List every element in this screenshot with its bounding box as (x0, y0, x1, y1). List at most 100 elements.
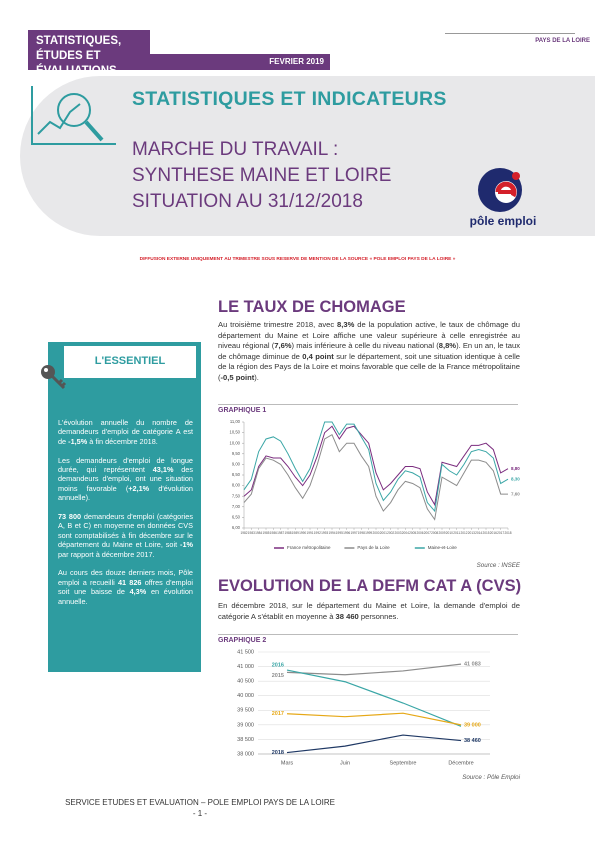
title: MARCHE DU TRAVAIL : SYNTHESE MAINE ET LO… (132, 137, 391, 215)
series-line: STATISTIQUES, (36, 35, 122, 47)
value-label: 8,30 (511, 476, 520, 481)
text: L'évolution annuelle du nombre de demand… (58, 418, 193, 446)
section-text: En décembre 2018, sur le département du … (218, 601, 520, 622)
series-line: ÉTUDES ET ÉVALUATIONS (36, 50, 117, 77)
x-tick-label: Juin (340, 760, 350, 766)
region: PAYS DE LA LOIRE (535, 38, 590, 44)
paragraph: L'évolution annuelle du nombre de demand… (58, 418, 193, 446)
y-tick-label: 11,00 (230, 419, 241, 424)
legend-label: Maine-et-Loire (428, 545, 458, 550)
x-tick-label: 1983 (248, 531, 255, 535)
text: Au troisième trimestre 2018, avec (218, 320, 338, 329)
x-tick-label: Décembre (448, 760, 473, 766)
y-tick-label: 39 500 (237, 708, 254, 714)
bold-text: 7,6% (274, 341, 292, 350)
bold-text: +2,1% (128, 483, 150, 493)
bold-text: 73 800 (58, 512, 82, 522)
series-line (243, 421, 509, 513)
series-line (286, 663, 462, 676)
bold-text: 8,3% (337, 320, 355, 329)
y-tick-label: 10,50 (230, 430, 241, 435)
chart-label: GRAPHIQUE 1 (218, 404, 518, 414)
x-tick-label: 1986 (270, 531, 277, 535)
x-tick-label: 1982 (240, 531, 247, 535)
text: des demandeurs d'emploi, ont une situati… (58, 465, 193, 493)
value-label: 8,80 (511, 466, 520, 471)
y-tick-label: 38 000 (237, 751, 254, 757)
y-tick-label: 6,00 (232, 525, 241, 530)
page-number: - 1 - (192, 809, 208, 818)
text: à fin décembre 2018. (87, 436, 158, 446)
value-label: 38 460 (464, 738, 481, 744)
x-tick-label: 2015 (482, 531, 489, 535)
bold-text: 4,3% (129, 587, 147, 597)
bold-text: -0,5 point (220, 372, 255, 382)
x-tick-label: 2007 (424, 531, 431, 535)
title-line: SYNTHESE MAINE ET LOIRE (132, 165, 392, 186)
text: par rapport à décembre 2017. (58, 549, 155, 559)
date: FEVRIER 2019 (150, 54, 330, 70)
x-tick-label: 2008 (431, 531, 438, 535)
rubric: STATISTIQUES ET INDICATEURS (132, 88, 447, 110)
x-tick-label: 2018 (504, 531, 511, 535)
bold-text: 0,4 point (302, 351, 334, 361)
chart: 6,00 6,50 7,00 7,50 8,00 8,50 9,00 9,50 10,00 10,… (230, 419, 521, 550)
source: Source : Pôle Emploi (462, 774, 520, 781)
y-tick-label: 8,50 (232, 472, 241, 477)
legend-label: 2016 (272, 663, 284, 669)
key-icon (41, 365, 67, 390)
x-tick-label: 1992 (314, 531, 321, 535)
sidebar-title-box (64, 346, 196, 378)
x-tick-label: 1995 (336, 531, 343, 535)
sidebar-title: L'ESSENTIEL (94, 355, 166, 367)
bold-text: 38 460 (335, 611, 359, 621)
text: sur le département, soit une situation i… (218, 351, 520, 382)
series-line (286, 669, 462, 727)
section-text: Au troisième trimestre 2018, avec 8,3% d… (218, 320, 520, 383)
title-line: SITUATION AU 31/12/2018 (132, 191, 363, 212)
paragraph: Les demandeurs d'emploi de longue durée,… (58, 456, 193, 503)
x-tick-label: 2014 (475, 531, 482, 535)
x-tick-label: 2003 (394, 531, 401, 535)
series-line (243, 425, 509, 507)
x-tick-label: 1991 (306, 531, 313, 535)
y-tick-label: 7,50 (232, 493, 241, 498)
text: Au cours des douze derniers mois, Pôle e… (58, 568, 193, 587)
x-tick-label: 2006 (416, 531, 423, 535)
footer: SERVICE ETUDES ET EVALUATION – POLE EMPL… (65, 798, 335, 807)
x-tick-label: 1985 (262, 531, 269, 535)
sidebar (48, 342, 201, 672)
series-line (286, 734, 462, 754)
series-box: STATISTIQUES, ÉTUDES ET ÉVALUATIONS (28, 30, 150, 77)
x-tick-label: 1994 (328, 531, 335, 535)
series-line (243, 434, 508, 521)
y-tick-label: 38 500 (237, 737, 254, 743)
y-tick-label: 9,00 (232, 462, 241, 467)
text: en évolution annuelle. (58, 587, 193, 606)
x-tick-label: 2016 (490, 531, 497, 535)
x-tick-label: 2011 (453, 531, 460, 535)
y-tick-label: 10,00 (230, 440, 241, 445)
x-tick-label: 2010 (446, 531, 453, 535)
x-tick-label: 1989 (292, 531, 299, 535)
x-tick-label: 2009 (438, 531, 445, 535)
logo-mark (478, 168, 522, 212)
bold-text: 43,1% (152, 465, 174, 475)
x-tick-label: 1998 (358, 531, 365, 535)
legend-label: 2017 (272, 711, 284, 717)
bold-text: 8,8% (438, 341, 457, 350)
value-label: 7,60 (511, 491, 520, 496)
text: ). (254, 372, 259, 382)
text: personnes. (358, 611, 399, 621)
x-tick-label: 2000 (372, 531, 379, 535)
rubric-icon (31, 86, 116, 145)
bold-text: -1% (180, 540, 193, 550)
x-tick-label: 1990 (299, 531, 306, 535)
legend-label: France métropolitaine (287, 545, 331, 550)
text: Les demandeurs d'emploi de longue durée,… (58, 455, 193, 475)
sidebar-text: L'évolution annuelle du nombre de demand… (58, 418, 193, 615)
y-tick-label: 41 500 (237, 649, 254, 655)
x-tick-label: 1999 (365, 531, 372, 535)
text: offres d'emploi soit une baisse de (58, 577, 193, 597)
